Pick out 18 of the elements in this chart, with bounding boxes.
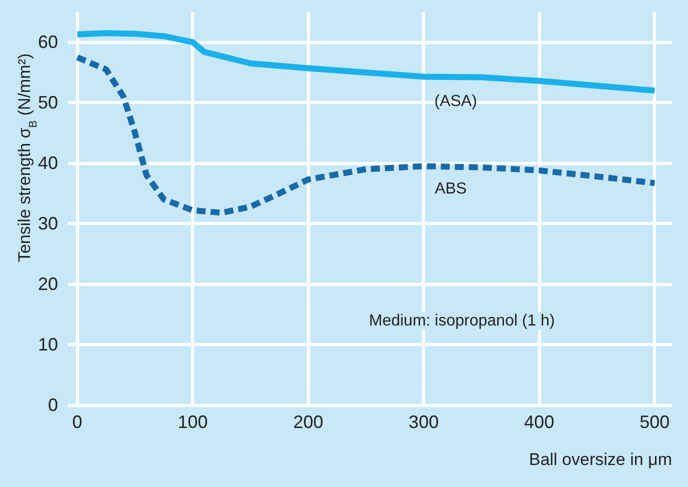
x-tick-label: 100 (178, 412, 208, 432)
y-axis-title: Tensile strength σB (N/mm²) (15, 53, 40, 262)
x-axis-title: Ball oversize in μm (528, 450, 672, 469)
x-tick-label: 200 (293, 412, 324, 432)
y-tick-label: 10 (38, 334, 58, 355)
series-label: (ASA) (434, 93, 478, 110)
annotation: Medium: isopropanol (1 h) (369, 312, 555, 330)
y-tick-label: 30 (38, 214, 58, 234)
y-tick-label: 20 (38, 274, 58, 294)
y-tick-label: 0 (48, 395, 58, 415)
x-tick-label: 400 (524, 412, 554, 432)
x-tick-label: 500 (640, 412, 670, 432)
x-tick-label: 300 (408, 412, 439, 432)
x-tick-label: 0 (72, 412, 82, 432)
y-tick-label: 50 (38, 92, 58, 113)
y-tick-label: 40 (38, 153, 58, 174)
series-label: ABS (434, 180, 467, 198)
y-tick-label: 60 (38, 32, 58, 52)
